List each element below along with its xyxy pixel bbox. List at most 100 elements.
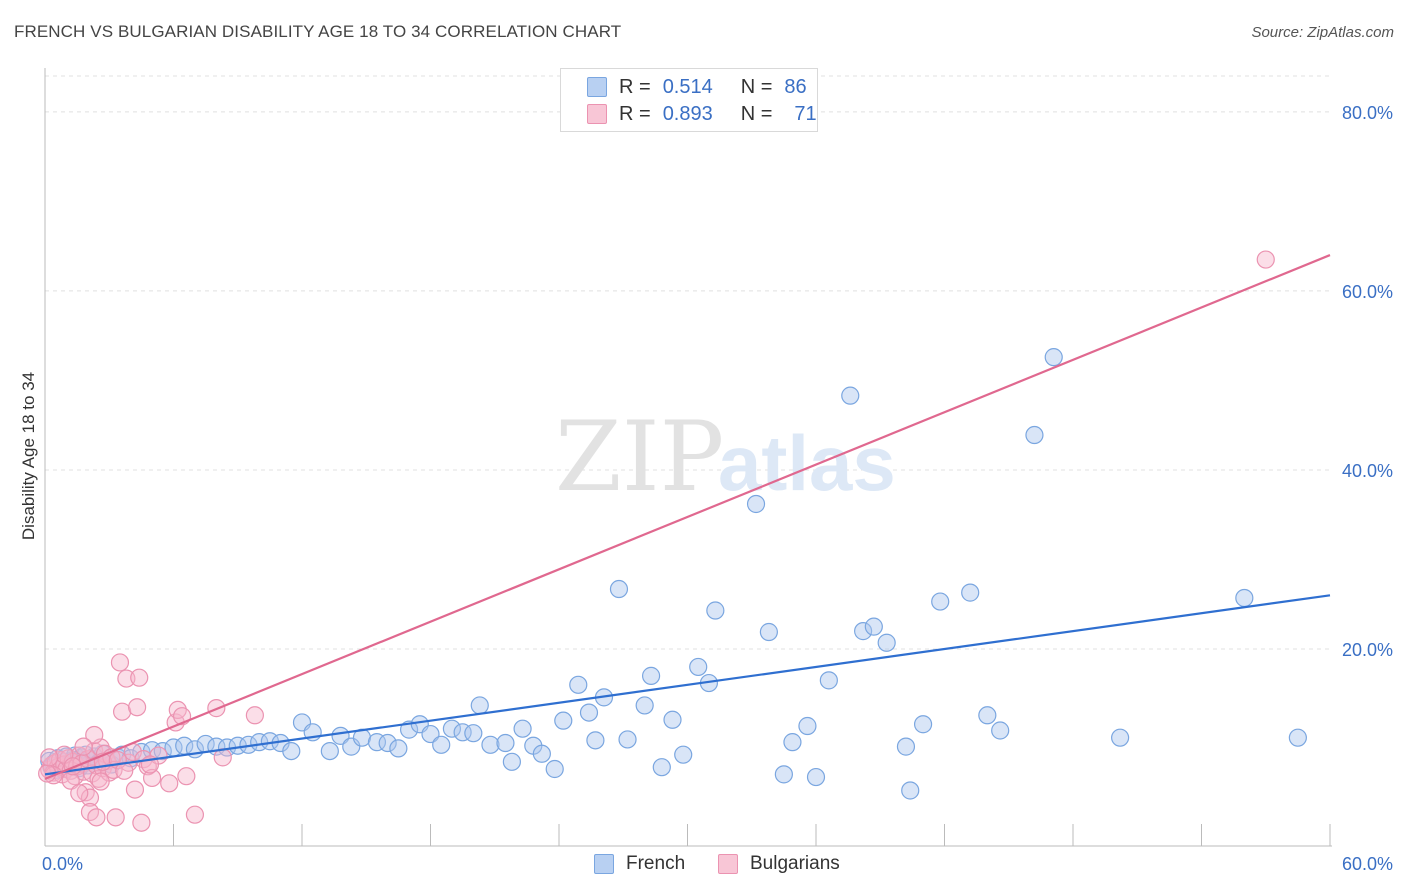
legend-r-label-bulgarians: R = bbox=[619, 102, 651, 125]
data-point-french bbox=[652, 758, 671, 777]
legend-row-french: R = 0.514 N = 86 bbox=[587, 74, 807, 100]
data-point-bulgarians bbox=[132, 813, 151, 832]
y-tick-label: 80.0% bbox=[1342, 103, 1393, 123]
trendline-french bbox=[44, 594, 1331, 776]
watermark-zip: ZIP bbox=[555, 401, 724, 513]
trendline-bulgarians bbox=[44, 254, 1331, 780]
legend-swatch-french bbox=[587, 77, 607, 97]
data-point-french bbox=[609, 579, 629, 599]
data-point-french bbox=[554, 711, 573, 730]
data-point-french bbox=[931, 592, 950, 611]
data-point-bulgarians bbox=[61, 771, 80, 790]
chart-title: FRENCH VS BULGARIAN DISABILITY AGE 18 TO… bbox=[14, 22, 622, 41]
data-point-bulgarians bbox=[80, 788, 100, 807]
data-point-bulgarians bbox=[245, 706, 264, 725]
data-point-french bbox=[399, 720, 419, 739]
data-point-french bbox=[877, 633, 896, 652]
data-point-french bbox=[663, 710, 682, 729]
data-point-bulgarians bbox=[177, 767, 196, 786]
data-point-french bbox=[913, 715, 933, 734]
x-tick-label: 0.0% bbox=[42, 854, 83, 874]
data-point-bulgarians bbox=[106, 808, 125, 827]
data-point-bulgarians bbox=[130, 668, 149, 687]
data-point-french bbox=[689, 657, 708, 677]
data-point-french bbox=[569, 675, 588, 694]
data-point-french bbox=[618, 730, 637, 749]
legend-n-label-bulgarians: N = bbox=[740, 102, 773, 125]
bottom-legend-label-bulgarians: Bulgarians bbox=[750, 853, 840, 874]
data-point-french bbox=[854, 622, 873, 641]
data-point-bulgarians bbox=[85, 725, 104, 745]
data-point-french bbox=[759, 622, 778, 642]
data-point-french bbox=[579, 703, 599, 722]
data-point-bulgarians bbox=[91, 772, 110, 791]
data-point-french bbox=[1111, 728, 1130, 747]
bottom-legend-swatch-bulgarians bbox=[718, 854, 738, 874]
series-bulgarians-points bbox=[38, 250, 1275, 832]
data-point-bulgarians bbox=[89, 769, 108, 788]
data-point-french bbox=[545, 759, 564, 779]
legend-n-value-french: 86 bbox=[784, 75, 807, 98]
data-point-french bbox=[513, 719, 532, 738]
data-point-french bbox=[389, 739, 408, 758]
legend-n-value-bulgarians: 71 bbox=[794, 102, 817, 125]
data-point-french bbox=[706, 601, 725, 620]
data-point-french bbox=[774, 765, 793, 784]
y-tick-label: 60.0% bbox=[1342, 282, 1393, 302]
legend-row-bulgarians: R = 0.893 N = 71 bbox=[587, 101, 817, 127]
data-point-bulgarians bbox=[185, 805, 205, 824]
data-point-bulgarians bbox=[142, 768, 162, 788]
y-axis-label: Disability Age 18 to 34 bbox=[19, 372, 38, 540]
legend-r-value-french: 0.514 bbox=[662, 75, 713, 98]
x-tick-label: 60.0% bbox=[1342, 854, 1393, 874]
data-point-bulgarians bbox=[40, 748, 59, 767]
data-point-french bbox=[464, 724, 483, 743]
data-point-french bbox=[442, 719, 462, 738]
data-point-french bbox=[901, 781, 920, 800]
data-point-french bbox=[1044, 348, 1063, 367]
data-point-french bbox=[864, 617, 883, 636]
correlation-legend: R = 0.514 N = 86 R = 0.893 N = 71 bbox=[560, 68, 818, 132]
gridlines bbox=[45, 75, 1330, 650]
data-point-french bbox=[635, 696, 654, 715]
data-point-bulgarians bbox=[74, 737, 93, 756]
trendlines bbox=[44, 254, 1331, 780]
data-point-french bbox=[586, 731, 605, 750]
data-point-french bbox=[798, 716, 817, 736]
data-point-french bbox=[496, 733, 515, 753]
data-point-french bbox=[1235, 588, 1254, 608]
data-point-french bbox=[532, 744, 551, 763]
data-point-french bbox=[421, 724, 440, 744]
bottom-legend-french: French bbox=[594, 852, 685, 876]
bottom-legend-bulgarians: Bulgarians bbox=[718, 852, 840, 876]
legend-r-label-french: R = bbox=[619, 75, 651, 98]
data-point-french bbox=[432, 735, 451, 754]
data-point-french bbox=[674, 745, 693, 764]
data-point-french bbox=[641, 666, 661, 685]
data-point-french bbox=[282, 741, 301, 761]
data-point-bulgarians bbox=[70, 784, 89, 803]
data-point-french bbox=[470, 696, 489, 715]
data-point-french bbox=[746, 494, 766, 514]
data-point-bulgarians bbox=[112, 702, 132, 721]
watermark: ZIP atlas bbox=[555, 401, 896, 513]
source-label: Source: ZipAtlas.com bbox=[1251, 24, 1394, 41]
data-point-french bbox=[502, 752, 521, 771]
data-point-french bbox=[806, 767, 826, 787]
data-point-bulgarians bbox=[160, 774, 179, 793]
data-point-bulgarians bbox=[125, 780, 145, 799]
data-point-french bbox=[378, 733, 397, 753]
data-point-bulgarians bbox=[117, 669, 136, 688]
bottom-legend-label-french: French bbox=[626, 853, 686, 874]
data-point-bulgarians bbox=[87, 808, 106, 827]
data-point-french bbox=[896, 737, 916, 756]
y-tick-label: 40.0% bbox=[1342, 461, 1393, 481]
data-point-french bbox=[978, 706, 997, 725]
data-point-french bbox=[841, 386, 860, 405]
data-point-bulgarians bbox=[127, 698, 147, 717]
bottom-legend-swatch-french bbox=[594, 854, 614, 874]
data-point-french bbox=[819, 671, 838, 690]
legend-r-value-bulgarians: 0.893 bbox=[662, 102, 713, 125]
legend-n-label-french: N = bbox=[740, 75, 773, 98]
